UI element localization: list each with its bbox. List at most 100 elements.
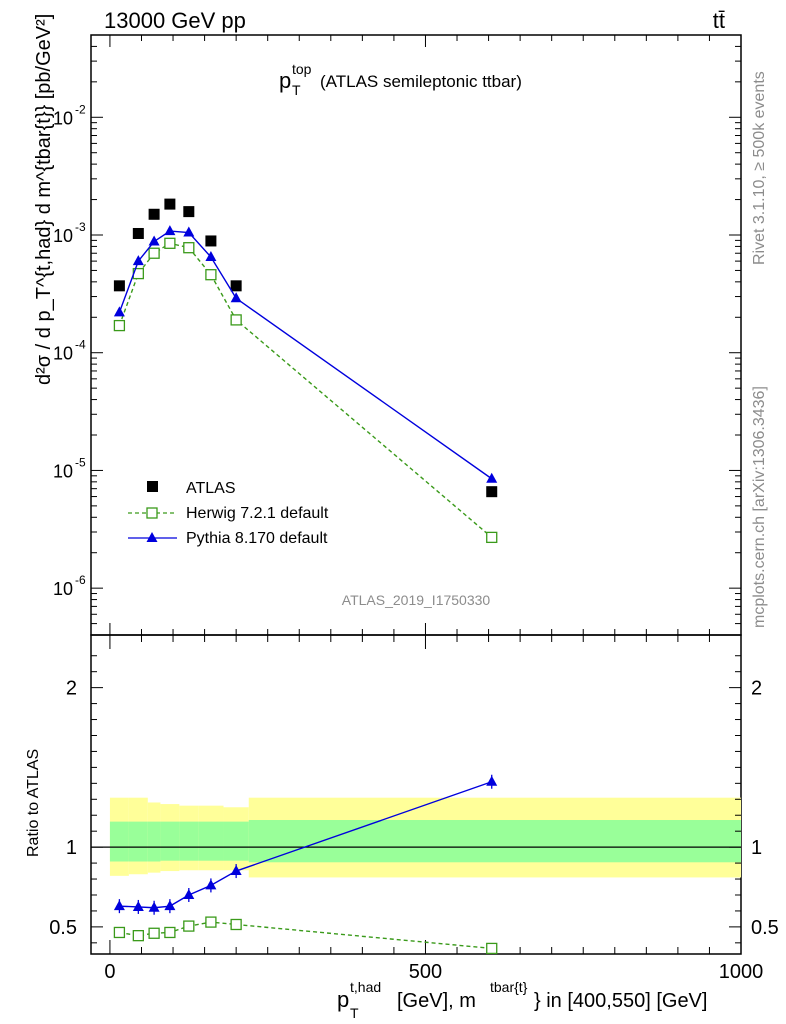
- ratio-ylabel: Ratio to ATLAS: [25, 749, 42, 857]
- y-tick-label: 10: [53, 579, 73, 599]
- legend: ATLAS Herwig 7.2.1 default Pythia 8.170 …: [128, 480, 329, 547]
- xlabel-sup: t,had: [350, 979, 381, 995]
- inner-band: [160, 821, 180, 861]
- title-rest: (ATLAS semileptonic ttbar): [320, 72, 522, 91]
- herwig-ratio-point: [230, 918, 242, 931]
- pythia-point: [164, 225, 176, 236]
- legend-pythia-label: Pythia 8.170 default: [186, 530, 328, 547]
- series-line: [118, 230, 493, 480]
- herwig-point: [486, 531, 498, 544]
- main-series: [113, 198, 498, 544]
- ratio-y-tick-label-right: 1: [751, 837, 762, 859]
- title-main: p: [279, 68, 291, 93]
- pythia-ratio-point: [230, 865, 242, 876]
- herwig-point: [205, 269, 217, 281]
- inner-band: [223, 821, 249, 861]
- xlabel-end: } in [400,550] [GeV]: [534, 990, 707, 1012]
- pythia-point: [113, 306, 125, 317]
- pythia-ratio-point: [183, 888, 195, 899]
- atlas-point: [164, 198, 176, 210]
- pythia-point: [148, 235, 160, 246]
- ratio-y-tick-label: 2: [66, 678, 77, 700]
- y-tick-label: 10: [53, 344, 73, 364]
- herwig-ratio-point: [486, 942, 498, 955]
- xlabel-rest: [GeV], m: [397, 990, 476, 1012]
- legend-atlas-marker: [147, 481, 158, 492]
- ratio-y-tick-label: 1: [66, 837, 77, 859]
- y-tick-exponent: -2: [75, 102, 86, 116]
- x-axis-label: p t,had T [GeV], m tbar{t} } in [400,550…: [337, 979, 707, 1021]
- main-ylabel: d²σ / d p_T^{t,had} d m^{tbar{t}} [pb/Ge…: [33, 14, 55, 385]
- inner-band: [248, 820, 742, 863]
- ratio-series: [113, 774, 498, 955]
- energy-label: 13000 GeV pp: [104, 8, 246, 33]
- pythia-ratio-point: [148, 901, 160, 912]
- ratio-axis-ticks: 0.5 0.5 1 1 2 2 0 500 1000: [49, 635, 779, 983]
- atlas-point: [205, 235, 217, 247]
- pythia-ratio-point: [486, 775, 498, 786]
- pythia-point: [183, 226, 195, 237]
- inner-band: [147, 821, 161, 862]
- series-line: [118, 242, 493, 538]
- y-tick-label: 10: [53, 461, 73, 481]
- herwig-ratio-point: [132, 930, 144, 942]
- herwig-ratio-point: [164, 926, 176, 939]
- y-tick-exponent: -5: [75, 455, 86, 469]
- y-tick-label: 10: [53, 108, 73, 128]
- inner-band: [128, 821, 148, 862]
- process-label: tt̄: [713, 8, 725, 33]
- pythia-point: [230, 292, 242, 303]
- legend-herwig-label: Herwig 7.2.1 default: [186, 505, 329, 522]
- rivet-label: Rivet 3.1.10, ≥ 500k events: [751, 71, 768, 265]
- x-tick-label: 0: [104, 961, 115, 983]
- herwig-ratio-point: [205, 916, 217, 928]
- atlas-point: [148, 208, 160, 220]
- legend-pythia-marker: [146, 532, 158, 542]
- legend-atlas-label: ATLAS: [186, 480, 236, 497]
- pythia-ratio-point: [164, 900, 176, 911]
- pythia-point: [132, 255, 144, 266]
- inner-band: [109, 821, 129, 862]
- herwig-point: [113, 319, 126, 332]
- pythia-point: [205, 251, 217, 262]
- herwig-ratio-point: [113, 926, 126, 939]
- analysis-watermark: ATLAS_2019_I1750330: [342, 592, 491, 608]
- main-axis-ticks: 10-610-510-410-310-2: [53, 34, 742, 636]
- ratio-y-tick-label-right: 0.5: [751, 917, 779, 939]
- herwig-ratio-point: [148, 927, 160, 939]
- pythia-point: [486, 472, 498, 483]
- x-tick-label: 1000: [719, 961, 764, 983]
- herwig-point: [183, 242, 195, 254]
- y-tick-exponent: -6: [75, 573, 86, 587]
- y-tick-exponent: -3: [75, 220, 86, 234]
- herwig-point: [148, 247, 160, 259]
- atlas-point: [183, 206, 195, 218]
- pythia-ratio-point: [132, 900, 144, 911]
- chart-title: p top T (ATLAS semileptonic ttbar): [279, 61, 522, 98]
- ratio-frame: [90, 634, 742, 955]
- title-sub: T: [292, 82, 301, 98]
- x-tick-label: 500: [409, 961, 442, 983]
- legend-herwig-marker: [146, 507, 158, 519]
- herwig-ratio-point: [183, 920, 195, 932]
- y-tick-exponent: -4: [75, 338, 86, 352]
- ratio-bands: [91, 797, 742, 878]
- atlas-point: [132, 227, 144, 239]
- ratio-y-tick-label: 0.5: [49, 917, 77, 939]
- y-tick-label: 10: [53, 226, 73, 246]
- mcplots-label: mcplots.cern.ch [arXiv:1306.3436]: [751, 386, 768, 628]
- atlas-point: [230, 280, 242, 292]
- pythia-ratio-point: [205, 879, 217, 890]
- xlabel-sub: T: [350, 1005, 359, 1021]
- inner-band: [198, 821, 224, 861]
- xlabel-main: p: [337, 987, 349, 1012]
- xlabel-sup2: tbar{t}: [490, 979, 528, 995]
- inner-band: [179, 821, 199, 861]
- ratio-y-tick-label-right: 2: [751, 678, 762, 700]
- pythia-ratio-point: [113, 900, 125, 911]
- herwig-point: [164, 237, 176, 249]
- title-sup: top: [292, 61, 312, 77]
- herwig-point: [230, 314, 242, 326]
- atlas-point: [486, 486, 498, 498]
